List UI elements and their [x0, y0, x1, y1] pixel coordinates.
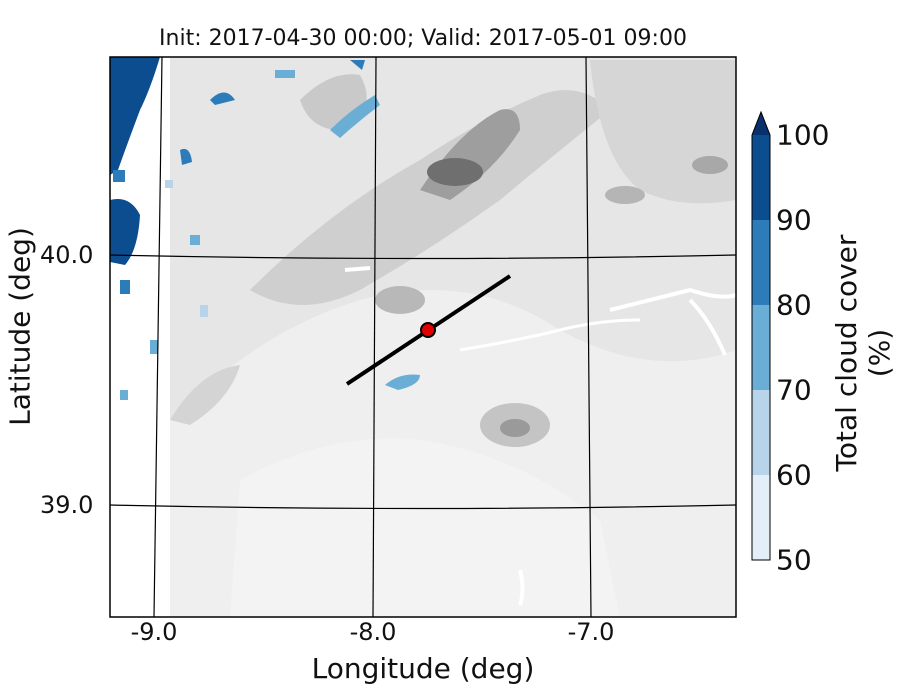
- colorbar-tick-label: 100: [776, 118, 830, 152]
- reservoir-2: [344, 266, 371, 272]
- colorbar-bin-80-90: [752, 220, 770, 305]
- southeast-peak: [500, 419, 530, 437]
- colorbar-tick-label: 70: [776, 373, 812, 407]
- cloud-patch-90-b: [120, 280, 130, 294]
- northeast-peak: [692, 156, 728, 174]
- colorbar-outline: [751, 110, 771, 561]
- colorbar-label: Total cloud cover (%): [830, 234, 896, 472]
- parallel-lat-40: [110, 254, 736, 260]
- river-2: [459, 318, 641, 352]
- parallel-lat-39: [110, 504, 736, 510]
- colorbar-tick-label: 90: [776, 203, 812, 237]
- location-marker: [420, 322, 436, 338]
- y-axis-label: Latitude (deg): [3, 227, 37, 426]
- mountain-summit: [427, 158, 483, 186]
- cloud-patch-70-b: [385, 374, 420, 390]
- colorbar-tick-label: 50: [776, 543, 812, 577]
- river-3: [518, 569, 525, 606]
- colorbar-extend-arrow: [752, 112, 770, 135]
- x-tick-label: -9.0: [130, 618, 178, 646]
- colorbar-bin-50-60: [752, 475, 770, 560]
- west-hills: [170, 365, 240, 425]
- meridian-lon-8: [372, 57, 377, 617]
- cloud-patch-90-d: [180, 148, 192, 165]
- cloud-patch-60: [165, 180, 173, 188]
- y-tick-label: 39.0: [40, 491, 94, 519]
- meridian-lon-9: [153, 57, 163, 617]
- river: [609, 287, 736, 312]
- central-hills: [375, 286, 425, 314]
- x-axis-label: Longitude (deg): [311, 652, 535, 685]
- x-tick-label: -8.0: [349, 618, 397, 646]
- cloud-patch-70-e: [120, 390, 128, 400]
- y-tick-label: 40.0: [40, 241, 94, 269]
- cloud-patch-100: [110, 57, 160, 175]
- cloud-patch-90: [113, 170, 125, 182]
- northeast-peak-2: [605, 186, 645, 204]
- meridian-lon-7: [585, 57, 592, 617]
- colorbar-bin-90-100: [752, 135, 770, 220]
- colorbar: [751, 110, 771, 561]
- cloud-patch-70-d: [190, 235, 200, 245]
- x-tick-label: -7.0: [567, 618, 615, 646]
- cloud-patch-60-b: [200, 305, 208, 317]
- cloud-patch-90-e: [350, 60, 365, 70]
- colorbar-tick-label: 60: [776, 458, 812, 492]
- cloud-patch-70-f: [275, 70, 295, 78]
- cloud-patch-100-b: [110, 199, 140, 265]
- colorbar-tick-label: 80: [776, 288, 812, 322]
- reservoir: [688, 298, 727, 356]
- map-frame: [109, 56, 737, 618]
- cloud-patch-70-c: [150, 340, 158, 354]
- chart-title: Init: 2017-04-30 00:00; Valid: 2017-05-0…: [159, 26, 687, 51]
- graticule: [110, 57, 736, 617]
- colorbar-bin-70-80: [752, 305, 770, 390]
- map-panel: [110, 57, 736, 617]
- mountain-ridge: [250, 90, 610, 305]
- cloud-patch-70: [330, 95, 380, 138]
- colorbar-bin-60-70: [752, 390, 770, 475]
- cloud-patch-90-c: [210, 92, 235, 105]
